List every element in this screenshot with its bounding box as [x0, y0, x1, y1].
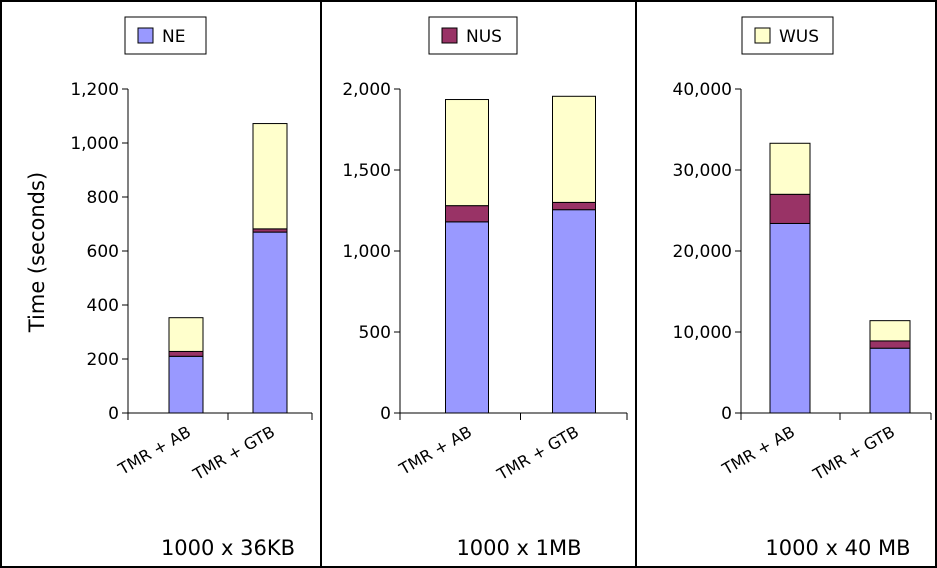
panel-subtitle: 1000 x 40 MB [765, 536, 910, 560]
y-tick-label: 500 [359, 323, 391, 343]
x-tick-label: TMR + GTB [493, 422, 582, 484]
legend-label-nus: NUS [466, 27, 502, 47]
x-tick-label: TMR + GTB [189, 422, 278, 484]
x-tick-label: TMR + AB [718, 422, 798, 479]
legend-ne: NE [124, 16, 207, 55]
bar-nus [168, 350, 204, 357]
y-tick-label: 10,000 [673, 323, 732, 343]
panel-subtitle: 1000 x 1MB [456, 536, 581, 560]
bar-wus [869, 320, 911, 342]
bar-wus [168, 317, 204, 352]
legend-swatch-wus [754, 27, 771, 44]
bar-ne [769, 222, 811, 414]
legend-box [428, 16, 518, 55]
bar-nus [869, 340, 911, 349]
y-tick-label: 40,000 [673, 80, 732, 100]
y-tick-label: 1,000 [342, 242, 391, 262]
bar-ne [445, 221, 489, 414]
x-tick-label: TMR + AB [114, 422, 194, 479]
y-tick-label: 1,200 [70, 80, 119, 100]
y-tick-label: 600 [87, 242, 119, 262]
chart-panel: 0 10,000 20,000 30,000 40,000 TMR + AB TMR + G… [673, 80, 932, 484]
y-tick-label: 1,000 [70, 134, 119, 154]
legend-swatch-ne [137, 27, 154, 44]
legend-swatch-nus [441, 27, 458, 44]
bar-wus [769, 142, 811, 195]
bar-nus [552, 201, 596, 211]
y-tick-label: 30,000 [673, 161, 732, 181]
y-tick-label: 800 [87, 188, 119, 208]
y-tick-label: 1,500 [342, 161, 391, 181]
bar-ne [168, 355, 204, 414]
panel-subtitle: 1000 x 36KB [161, 536, 295, 560]
bar-wus [552, 95, 596, 203]
x-tick-label: TMR + GTB [809, 422, 898, 484]
y-tick-label: 2,000 [342, 80, 391, 100]
bar-ne [252, 231, 288, 414]
y-tick-label: 0 [721, 404, 732, 424]
bar-ne [869, 347, 911, 414]
legend-nus: NUS [428, 16, 518, 55]
legend-wus: WUS [741, 16, 834, 55]
bar-nus [769, 193, 811, 224]
bar-ne [552, 209, 596, 414]
bar-wus [445, 99, 489, 207]
chart-panel: 0 500 1,000 1,500 2,000 TMR + AB TMR + GTB [342, 80, 628, 484]
y-axis-label: Time (seconds) [25, 172, 49, 333]
y-tick-label: 20,000 [673, 242, 732, 262]
bar-wus [252, 123, 288, 230]
y-tick-label: 0 [108, 404, 119, 424]
y-tick-label: 200 [87, 350, 119, 370]
y-tick-label: 0 [380, 404, 391, 424]
y-tick-label: 400 [87, 296, 119, 316]
bar-nus [445, 205, 489, 223]
legend-label-ne: NE [162, 27, 185, 47]
legend-label-wus: WUS [779, 27, 819, 47]
x-tick-label: TMR + AB [395, 422, 475, 479]
